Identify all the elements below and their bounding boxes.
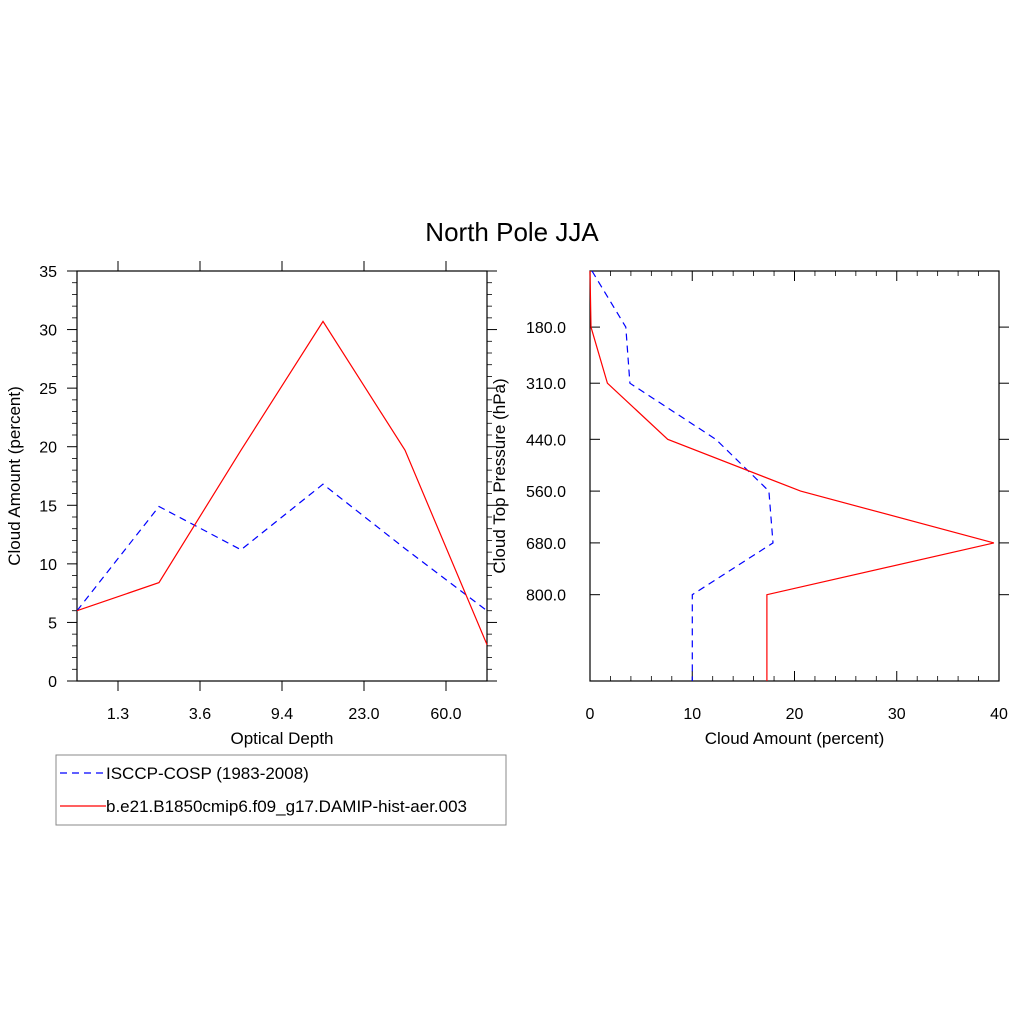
left-x-axis-label: Optical Depth <box>231 729 334 748</box>
left-y-tick-label: 10 <box>39 557 57 574</box>
right-x-tick-label: 30 <box>888 706 906 723</box>
left-y-tick-label: 30 <box>39 323 57 340</box>
left-y-axis-label: Cloud Amount (percent) <box>5 386 24 566</box>
right-x-tick-label: 20 <box>786 706 804 723</box>
right-plot-frame <box>589 270 1000 682</box>
right-y-tick-label: 440.0 <box>526 432 566 449</box>
right-y-tick-label: 800.0 <box>526 588 566 605</box>
left-y-tick-label: 0 <box>48 674 57 691</box>
legend-box <box>55 754 507 826</box>
left-x-tick-label: 23.0 <box>348 706 379 723</box>
left-y-tick-label: 35 <box>39 264 57 281</box>
left-y-tick-label: 5 <box>48 615 57 632</box>
left-x-tick-label: 9.4 <box>271 706 293 723</box>
optical-depth-panel: 0 5 10 15 20 25 30 35 1.3 3.6 9.4 23.0 60.0 Optical D… <box>5 261 497 748</box>
left-y-tick-label: 20 <box>39 440 57 457</box>
right-x-tick-label: 10 <box>683 706 701 723</box>
right-x-tick-label: 0 <box>586 706 595 723</box>
right-y-tick-label: 180.0 <box>526 320 566 337</box>
legend: ISCCP-COSP (1983-2008) b.e21.B1850cmip6.f… <box>55 754 507 826</box>
right-x-tick-label: 40 <box>990 706 1008 723</box>
pressure-panel: 0 10 20 30 40 180.0 310.0 440.0 560.0 680.0 800.0 C… <box>490 270 1009 748</box>
left-y-tick-label: 25 <box>39 381 57 398</box>
right-series-line-b-e21-b1850cmip6-f09-g17-damip-hist-aer-003 <box>589 270 995 681</box>
right-series-line-isccp-cosp-1983-2008 <box>591 270 774 681</box>
right-x-axis-label: Cloud Amount (percent) <box>705 729 885 748</box>
figure-title: North Pole JJA <box>425 217 599 247</box>
left-x-tick-label: 3.6 <box>189 706 211 723</box>
right-y-tick-label: 560.0 <box>526 484 566 501</box>
left-series-line-b-e21-b1850cmip6-f09-g17-damip-hist-aer-003 <box>76 320 488 645</box>
right-y-tick-label: 310.0 <box>526 376 566 393</box>
left-x-tick-label: 1.3 <box>107 706 129 723</box>
left-series-line-isccp-cosp-1983-2008 <box>76 483 488 612</box>
right-y-axis-label: Cloud Top Pressure (hPa) <box>490 378 509 573</box>
legend-label: ISCCP-COSP (1983-2008) <box>106 764 309 783</box>
left-y-tick-label: 15 <box>39 498 57 515</box>
right-y-tick-label: 680.0 <box>526 536 566 553</box>
legend-label: b.e21.B1850cmip6.f09_g17.DAMIP-hist-aer.… <box>106 797 467 816</box>
left-plot-frame <box>76 270 488 682</box>
left-x-tick-label: 60.0 <box>430 706 461 723</box>
